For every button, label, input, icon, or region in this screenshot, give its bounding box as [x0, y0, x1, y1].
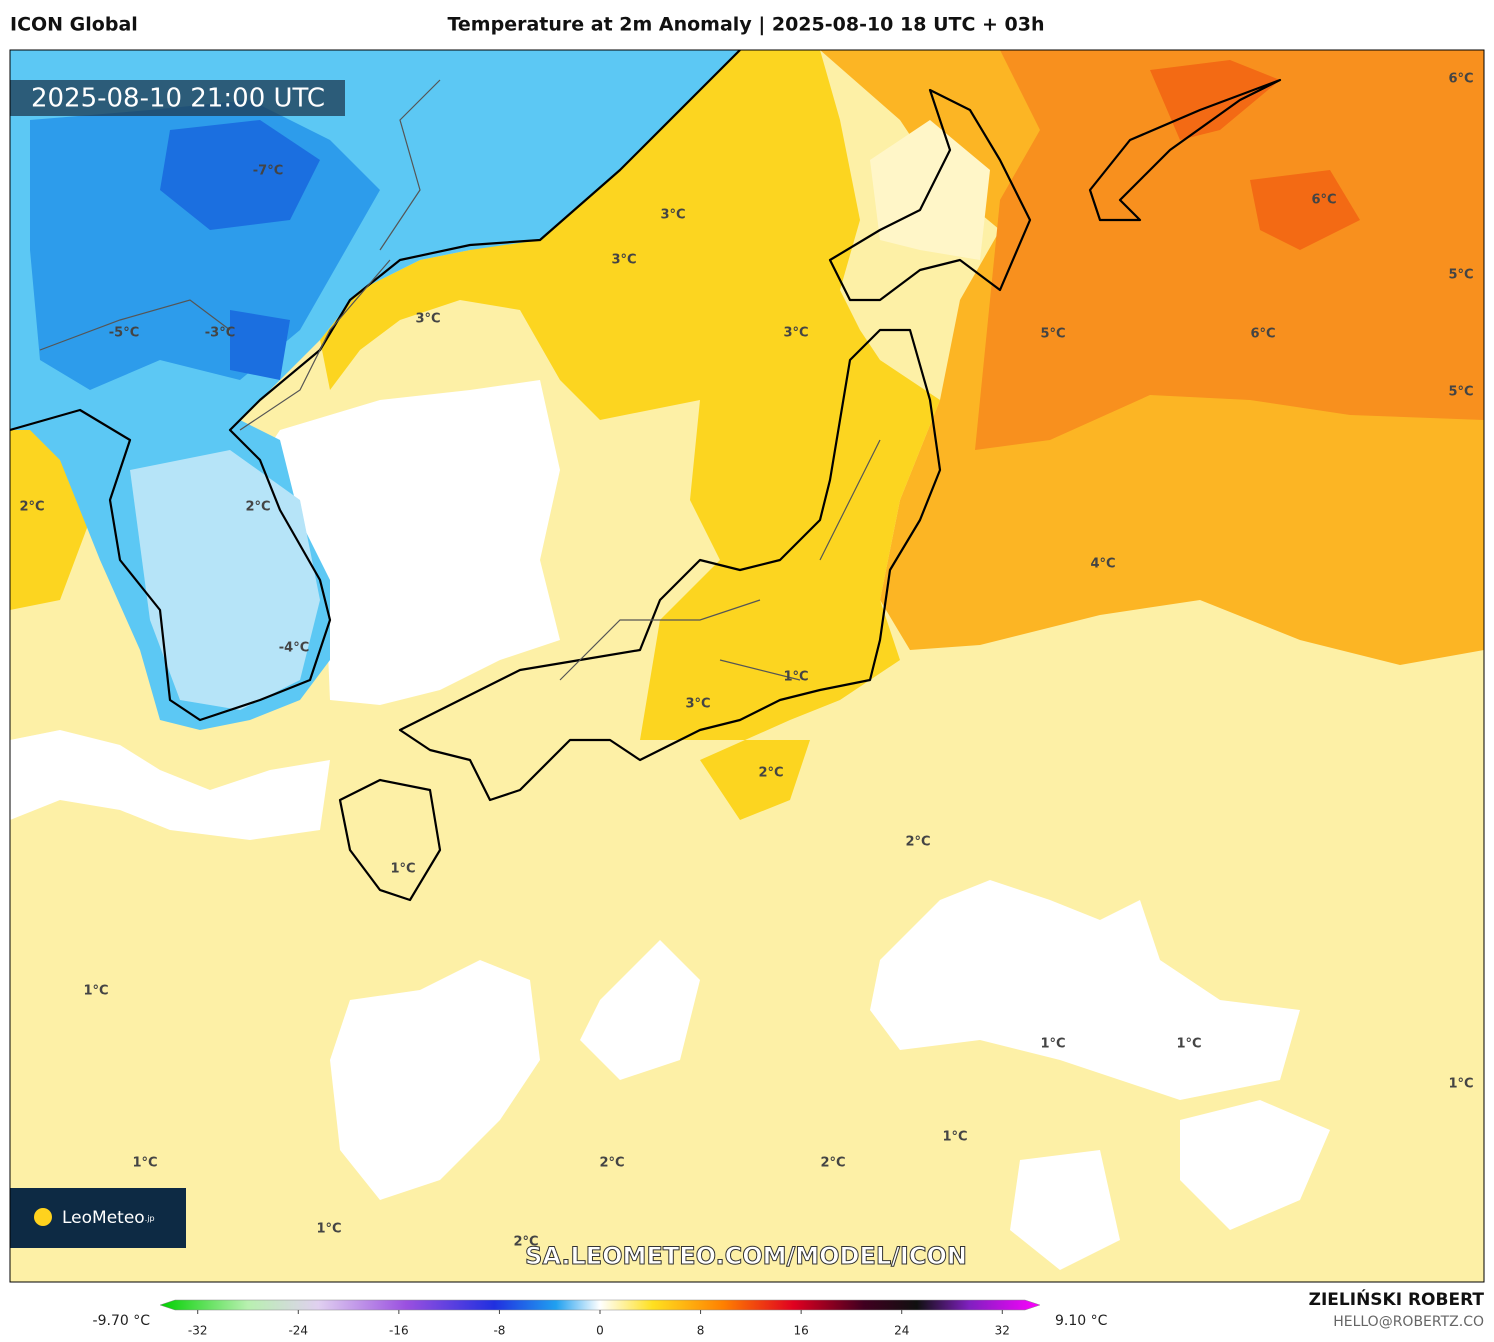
colorbar-tick-label: -32 [188, 1324, 208, 1338]
contour-label: 1°C [1176, 1037, 1201, 1052]
admin-border [39, 79, 881, 681]
near-zero-area [10, 730, 1330, 1270]
coastline-sakhalin [1088, 78, 1282, 222]
contour-label: 1°C [83, 984, 108, 999]
min-value: -9.70 °C [93, 1313, 151, 1329]
contour-label: 1°C [316, 1222, 341, 1237]
colorbar-tick-label: -16 [389, 1324, 409, 1338]
coastline-kyushu [338, 778, 442, 902]
contour-label: -3°C [205, 326, 235, 341]
contour-label: 2°C [513, 1235, 538, 1250]
contour-label: 2°C [245, 500, 270, 515]
contour-label: 2°C [599, 1156, 624, 1171]
contour-label: 3°C [685, 697, 710, 712]
coastline [10, 50, 741, 722]
coastline-hokkaido [828, 88, 1032, 302]
colorbar-tick-label: -8 [493, 1324, 505, 1338]
contour-label: -7°C [253, 164, 283, 179]
watermark: SA.LEOMETEO.COM/MODEL/ICON [525, 1242, 967, 1270]
colorbar-tick-label: 16 [794, 1324, 809, 1338]
colorbar-tick-label: 8 [697, 1324, 705, 1338]
colorbar-tick-label: 24 [894, 1324, 909, 1338]
contour-label: 1°C [783, 670, 808, 685]
contour-label: 1°C [1448, 1077, 1473, 1092]
colorbar-tick-label: -24 [288, 1324, 308, 1338]
logo: LeoMeteo.jp [62, 1208, 155, 1228]
logo-name: LeoMeteo [62, 1208, 145, 1228]
valid-time: 2025-08-10 21:00 UTC [31, 84, 325, 114]
max-value: 9.10 °C [1055, 1313, 1108, 1329]
contour-label: 1°C [1040, 1037, 1065, 1052]
contour-label: 1°C [942, 1130, 967, 1145]
contour-label: -5°C [109, 326, 139, 341]
contour-label: 5°C [1448, 268, 1473, 283]
model-name: ICON Global [10, 14, 138, 36]
contour-label: 2°C [758, 766, 783, 781]
contour-label: 3°C [660, 208, 685, 223]
email: HELLO@ROBERTZ.CO [1333, 1314, 1484, 1330]
contour-label: 1°C [132, 1156, 157, 1171]
logo-sun [34, 1208, 52, 1226]
moderate-warm-anomaly [10, 50, 940, 820]
contour-label: 6°C [1250, 327, 1275, 342]
contour-label: 2°C [905, 835, 930, 850]
contour-label: -4°C [279, 641, 309, 656]
timestamp-box [10, 80, 345, 116]
colorbar [159, 1299, 1041, 1311]
contour-label: 1°C [390, 862, 415, 877]
map-frame [9, 49, 1485, 1283]
contour-label: 5°C [1040, 327, 1065, 342]
contour-label: 3°C [783, 326, 808, 341]
colorbar-tick-label: 32 [995, 1324, 1010, 1338]
contour-label: 6°C [1448, 72, 1473, 87]
korea-cold [130, 450, 320, 710]
neutral-sea [260, 380, 560, 705]
contour-label: 3°C [415, 312, 440, 327]
contour-labels: 3°C 3°C 3°C 3°C -7°C -5°C -3°C 2°C 2°C -4°C 6°C 6°C… [19, 72, 1473, 1250]
peak-cold-anomaly [160, 120, 320, 380]
contour-label: 6°C [1311, 193, 1336, 208]
author: ZIELIŃSKI ROBERT [1309, 1288, 1485, 1310]
contour-label: 2°C [820, 1156, 845, 1171]
strong-warm-anomaly [975, 50, 1484, 450]
contour-label: 4°C [1090, 557, 1115, 572]
contour-label: 2°C [19, 500, 44, 515]
map-title: Temperature at 2m Anomaly | 2025-08-10 1… [447, 14, 1044, 36]
map: 2025-08-10 21:00 UTC 3°C 3°C 3°C 3°C -7°C -5°… [10, 50, 1484, 1282]
logo-suffix: .jp [145, 1214, 155, 1223]
coastline-honshu [398, 328, 942, 802]
contour-label: 5°C [1448, 385, 1473, 400]
colorbar-tick-label: 0 [596, 1324, 604, 1338]
contour-label: 3°C [611, 253, 636, 268]
colorbar-ticks: -32 -24 -16 -8 0 8 16 24 32 [188, 1310, 1010, 1338]
peak-warm-anomaly [1150, 60, 1360, 250]
